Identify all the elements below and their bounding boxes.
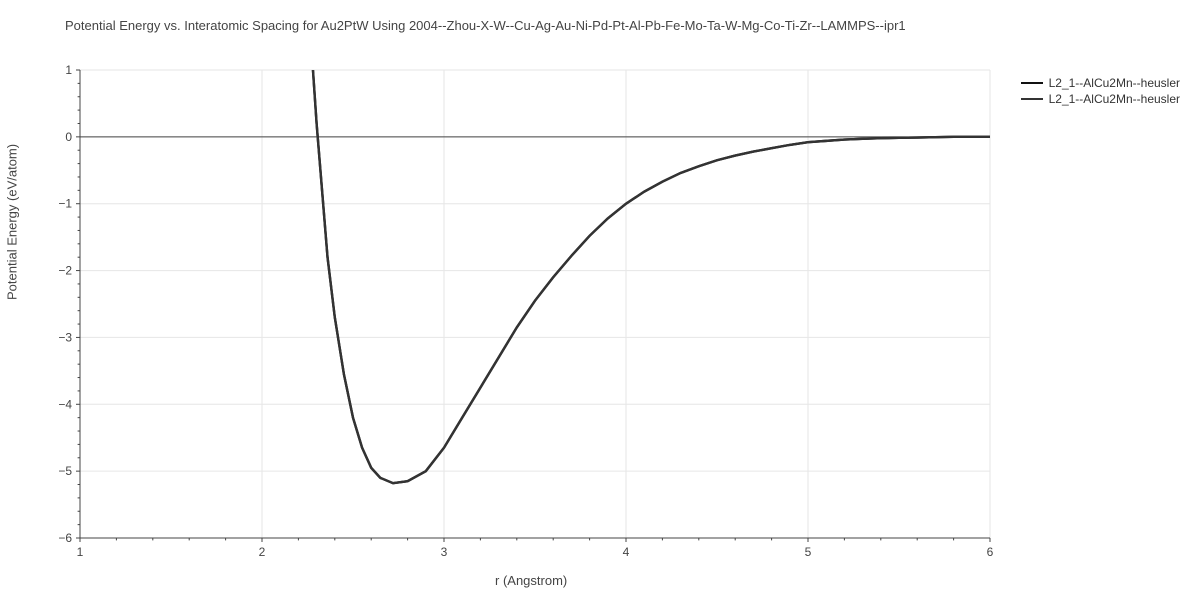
chart-container: Potential Energy vs. Interatomic Spacing…: [0, 0, 1200, 600]
legend: L2_1--AlCu2Mn--heusler L2_1--AlCu2Mn--heu…: [1021, 75, 1180, 107]
legend-item[interactable]: L2_1--AlCu2Mn--heusler: [1021, 91, 1180, 107]
y-axis-label: Potential Energy (eV/atom): [5, 144, 20, 300]
legend-swatch: [1021, 82, 1043, 84]
x-tick-label: 2: [259, 545, 266, 559]
legend-label: L2_1--AlCu2Mn--heusler: [1049, 92, 1180, 106]
y-tick-label: −4: [58, 397, 72, 411]
x-tick-label: 3: [441, 545, 448, 559]
chart-title: Potential Energy vs. Interatomic Spacing…: [65, 18, 906, 33]
y-tick-label: 0: [65, 130, 72, 144]
x-tick-label: 4: [623, 545, 630, 559]
x-axis-label: r (Angstrom): [495, 573, 567, 588]
y-tick-label: −3: [58, 330, 72, 344]
series-line: [313, 70, 990, 483]
y-tick-label: −5: [58, 464, 72, 478]
x-tick-label: 5: [805, 545, 812, 559]
y-tick-label: −2: [58, 264, 72, 278]
legend-swatch: [1021, 98, 1043, 100]
y-tick-label: 1: [65, 63, 72, 77]
legend-label: L2_1--AlCu2Mn--heusler: [1049, 76, 1180, 90]
y-tick-label: −1: [58, 197, 72, 211]
legend-item[interactable]: L2_1--AlCu2Mn--heusler: [1021, 75, 1180, 91]
series-line: [313, 70, 990, 483]
x-tick-label: 1: [77, 545, 84, 559]
x-tick-label: 6: [987, 545, 994, 559]
y-tick-label: −6: [58, 531, 72, 545]
